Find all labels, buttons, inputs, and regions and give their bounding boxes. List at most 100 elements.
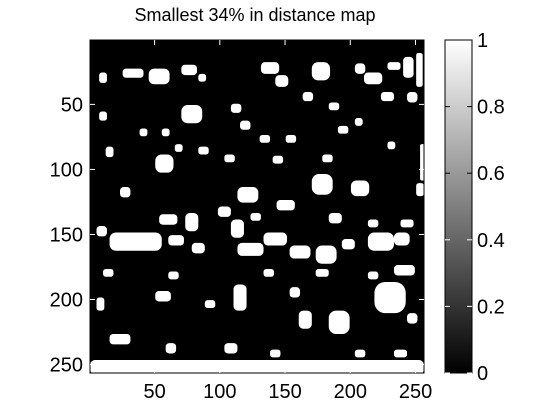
x-tick-label: 100 [203, 381, 236, 403]
white-region [315, 268, 329, 277]
white-region [387, 141, 396, 150]
white-region [367, 271, 379, 280]
white-region [374, 281, 406, 314]
x-tick-label: 200 [334, 381, 367, 403]
white-region [367, 232, 394, 251]
white-region [260, 62, 280, 74]
white-region [174, 144, 183, 152]
white-region [109, 333, 131, 345]
white-region [139, 128, 148, 137]
white-regions [90, 53, 426, 375]
white-region [328, 102, 340, 111]
chart-title: Smallest 34% in distance map [134, 5, 375, 25]
white-region [161, 128, 170, 137]
white-region [185, 213, 199, 232]
white-region [387, 62, 401, 70]
y-tick-label: 100 [50, 159, 83, 181]
y-tick-label: 200 [50, 290, 83, 312]
white-region [263, 232, 288, 246]
white-region [276, 199, 295, 211]
white-region [393, 349, 408, 358]
white-region [181, 64, 197, 76]
y-tick-label: 150 [50, 224, 83, 246]
white-region [109, 232, 162, 251]
x-axis: 50 100 150 200 250 [143, 40, 432, 403]
white-region [289, 287, 301, 298]
white-region [96, 297, 105, 311]
white-region [230, 103, 242, 113]
white-region [322, 154, 333, 163]
white-region [285, 134, 297, 143]
white-region [367, 219, 379, 228]
y-tick-label: 50 [61, 94, 83, 116]
white-region [363, 72, 383, 85]
white-region [99, 111, 107, 121]
white-region [250, 213, 261, 221]
x-tick-label: 150 [268, 381, 301, 403]
white-region [204, 300, 216, 308]
white-region [230, 219, 244, 238]
white-region [416, 53, 423, 87]
white-region [148, 68, 170, 85]
x-tick-label: 50 [143, 381, 165, 403]
white-region [168, 271, 179, 280]
white-region [191, 242, 205, 254]
white-region [407, 313, 418, 324]
white-region [311, 173, 333, 195]
white-region [237, 186, 259, 203]
white-region [272, 155, 284, 164]
white-region [198, 146, 209, 155]
white-region [240, 120, 251, 130]
white-region [416, 183, 424, 197]
axis-box [89, 39, 425, 374]
white-region [198, 73, 207, 82]
white-region [302, 92, 314, 102]
colorbar-tick-label: 0.8 [477, 97, 505, 119]
axis-frame [89, 39, 425, 374]
white-region [103, 268, 114, 277]
y-axis: 50 100 150 200 250 [50, 94, 424, 377]
white-region [259, 134, 271, 143]
x-tick-label: 250 [399, 381, 432, 403]
white-region [233, 284, 247, 311]
white-region [328, 213, 342, 224]
white-region [298, 310, 312, 329]
white-region [315, 245, 337, 264]
colorbar-tick-label: 0.4 [477, 230, 505, 252]
white-region [403, 56, 414, 78]
white-region [120, 186, 131, 198]
colorbar-tick-label: 0.2 [477, 296, 505, 318]
white-region [407, 92, 418, 103]
white-region [96, 226, 107, 237]
white-region [275, 75, 289, 87]
image-axes: 50 100 150 200 250 50 100 150 200 250 [50, 39, 432, 403]
white-region [155, 154, 174, 173]
colorbar-tick-label: 0 [477, 363, 488, 385]
white-region [99, 72, 107, 83]
white-region [354, 349, 366, 358]
white-region [311, 62, 331, 81]
white-region [354, 63, 366, 74]
white-region [122, 68, 144, 78]
colorbar-gradient [444, 39, 473, 374]
white-region [165, 343, 177, 354]
white-region [263, 268, 274, 277]
colorbar: 0 0.2 0.4 0.6 0.8 1 [444, 30, 505, 385]
white-region [224, 154, 235, 163]
white-region [380, 92, 394, 102]
white-region [393, 232, 410, 246]
white-region [168, 235, 184, 246]
white-region [155, 291, 171, 302]
colorbar-ticks: 0 0.2 0.4 0.6 0.8 1 [445, 30, 505, 385]
white-region [90, 359, 424, 375]
white-region [159, 214, 178, 225]
white-region [105, 146, 114, 158]
white-region [224, 343, 238, 354]
white-region [289, 245, 311, 259]
white-region [354, 118, 363, 126]
white-region [341, 239, 355, 250]
white-region [270, 349, 281, 358]
white-region [400, 219, 414, 228]
white-region [181, 105, 203, 124]
